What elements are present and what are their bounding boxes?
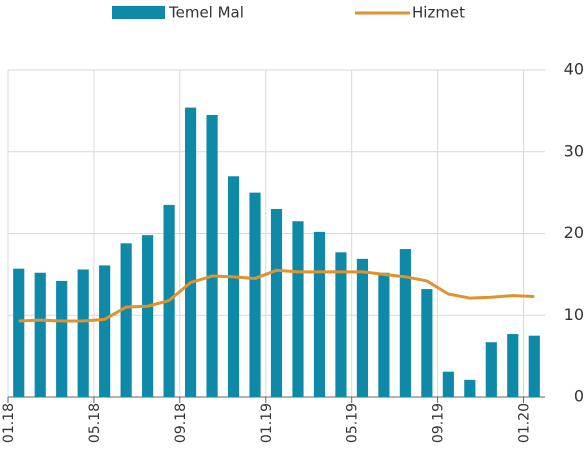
bar — [56, 280, 68, 397]
bar — [399, 249, 411, 397]
x-tick-label: 05.18 — [87, 403, 103, 443]
x-tick-label: 05.19 — [345, 403, 361, 443]
x-tick-label: 01.19 — [259, 403, 275, 443]
y-tick-label: 20 — [564, 223, 584, 242]
bar — [356, 258, 369, 397]
bar — [270, 208, 283, 397]
bar — [485, 342, 497, 397]
y-tick-label: 0 — [574, 387, 584, 406]
bar — [528, 335, 540, 397]
bar — [335, 252, 347, 397]
y-tick-label: 40 — [564, 60, 584, 79]
y-tick-label: 10 — [564, 305, 584, 324]
bar — [227, 176, 240, 397]
bar — [13, 268, 25, 397]
bar — [313, 231, 326, 397]
bar — [292, 221, 304, 397]
legend-label: Temel Mal — [168, 4, 244, 22]
bar — [99, 265, 111, 397]
legend-swatch — [112, 6, 165, 19]
x-tick-label: 09.18 — [173, 403, 189, 443]
legend-label: Hizmet — [412, 4, 465, 22]
bar — [249, 192, 261, 397]
x-tick-label: 01.20 — [517, 403, 533, 443]
x-tick-label: 01.18 — [1, 403, 17, 443]
bar — [206, 114, 218, 398]
bar — [34, 272, 46, 397]
bar — [464, 379, 476, 397]
line — [18, 268, 535, 323]
bar — [378, 272, 390, 397]
bar — [421, 289, 433, 397]
bar — [184, 107, 197, 397]
y-tick-label: 30 — [564, 141, 584, 160]
bar — [442, 371, 454, 397]
bar — [507, 334, 519, 397]
bar — [142, 235, 154, 397]
bar — [77, 269, 89, 397]
x-tick-label: 09.19 — [431, 403, 447, 443]
bar — [120, 243, 132, 397]
